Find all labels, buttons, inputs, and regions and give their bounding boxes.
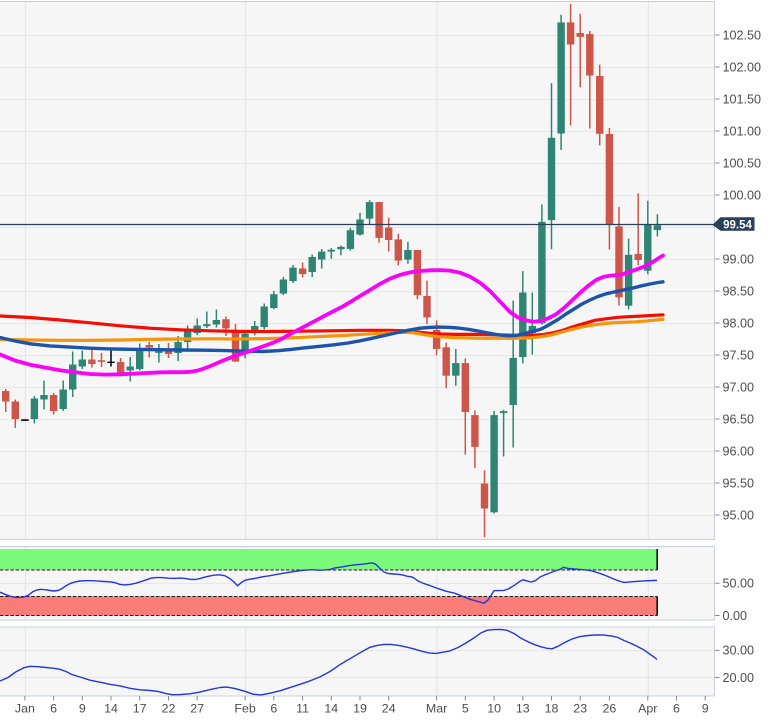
svg-text:0.00: 0.00 <box>723 609 748 623</box>
svg-text:102.00: 102.00 <box>723 60 762 74</box>
svg-text:96.50: 96.50 <box>723 412 755 426</box>
svg-text:97.00: 97.00 <box>723 380 755 394</box>
svg-text:97.50: 97.50 <box>723 348 755 362</box>
svg-text:99.54: 99.54 <box>723 220 752 232</box>
svg-text:18: 18 <box>545 702 559 716</box>
svg-text:19: 19 <box>353 702 367 716</box>
svg-text:24: 24 <box>382 702 396 716</box>
svg-text:10: 10 <box>487 702 501 716</box>
svg-text:101.00: 101.00 <box>723 124 762 138</box>
svg-text:27: 27 <box>190 702 204 716</box>
svg-text:26: 26 <box>603 702 617 716</box>
svg-text:99.00: 99.00 <box>723 252 755 266</box>
svg-text:95.50: 95.50 <box>723 476 755 490</box>
svg-text:50.00: 50.00 <box>723 577 755 591</box>
svg-text:14: 14 <box>104 702 118 716</box>
svg-text:23: 23 <box>573 702 587 716</box>
svg-text:102.50: 102.50 <box>723 28 762 42</box>
svg-text:22: 22 <box>162 702 176 716</box>
svg-text:9: 9 <box>702 702 709 716</box>
svg-text:101.50: 101.50 <box>723 92 762 106</box>
svg-text:5: 5 <box>462 702 469 716</box>
svg-text:98.00: 98.00 <box>723 316 755 330</box>
svg-text:17: 17 <box>133 702 147 716</box>
svg-text:98.50: 98.50 <box>723 284 755 298</box>
svg-text:95.00: 95.00 <box>723 508 755 522</box>
svg-text:Mar: Mar <box>426 702 447 716</box>
svg-text:Apr: Apr <box>638 702 657 716</box>
svg-text:100.50: 100.50 <box>723 156 762 170</box>
svg-text:6: 6 <box>673 702 680 716</box>
svg-text:13: 13 <box>516 702 530 716</box>
svg-text:100.00: 100.00 <box>723 188 762 202</box>
svg-text:11: 11 <box>296 702 309 716</box>
svg-text:6: 6 <box>270 702 277 716</box>
svg-text:14: 14 <box>324 702 338 716</box>
svg-text:20.00: 20.00 <box>723 671 755 685</box>
svg-text:6: 6 <box>50 702 57 716</box>
svg-text:30.00: 30.00 <box>723 644 755 658</box>
svg-text:9: 9 <box>79 702 86 716</box>
svg-text:Feb: Feb <box>234 702 255 716</box>
svg-text:Jan: Jan <box>15 702 35 716</box>
svg-text:96.00: 96.00 <box>723 444 755 458</box>
